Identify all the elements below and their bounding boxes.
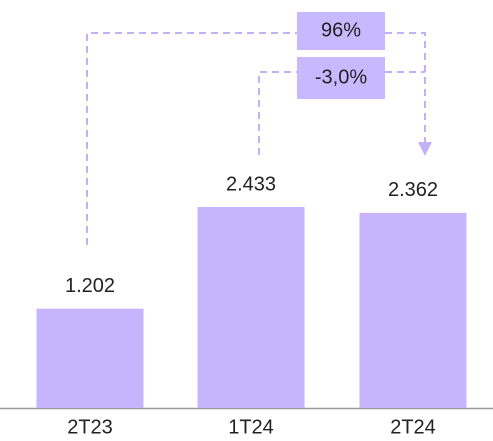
connector (258, 71, 425, 155)
bar (359, 212, 467, 408)
arrow-head (418, 142, 432, 156)
x-tick-label: 2T23 (67, 416, 113, 438)
annotation: -3,0% (315, 66, 367, 88)
x-tick-label: 1T24 (228, 416, 274, 438)
annotation-box (297, 12, 385, 50)
value-label: 2.362 (388, 179, 438, 201)
value-label: 1.202 (65, 275, 115, 297)
bar (36, 308, 144, 408)
annotation: 96% (321, 19, 361, 41)
value-label: 2.433 (226, 173, 276, 195)
bar (197, 207, 305, 408)
x-tick-label: 2T24 (390, 416, 436, 438)
connector (86, 32, 426, 245)
annotation-box (297, 57, 385, 99)
